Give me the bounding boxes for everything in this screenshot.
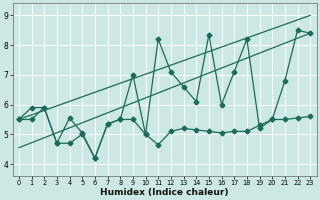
X-axis label: Humidex (Indice chaleur): Humidex (Indice chaleur): [100, 188, 229, 197]
